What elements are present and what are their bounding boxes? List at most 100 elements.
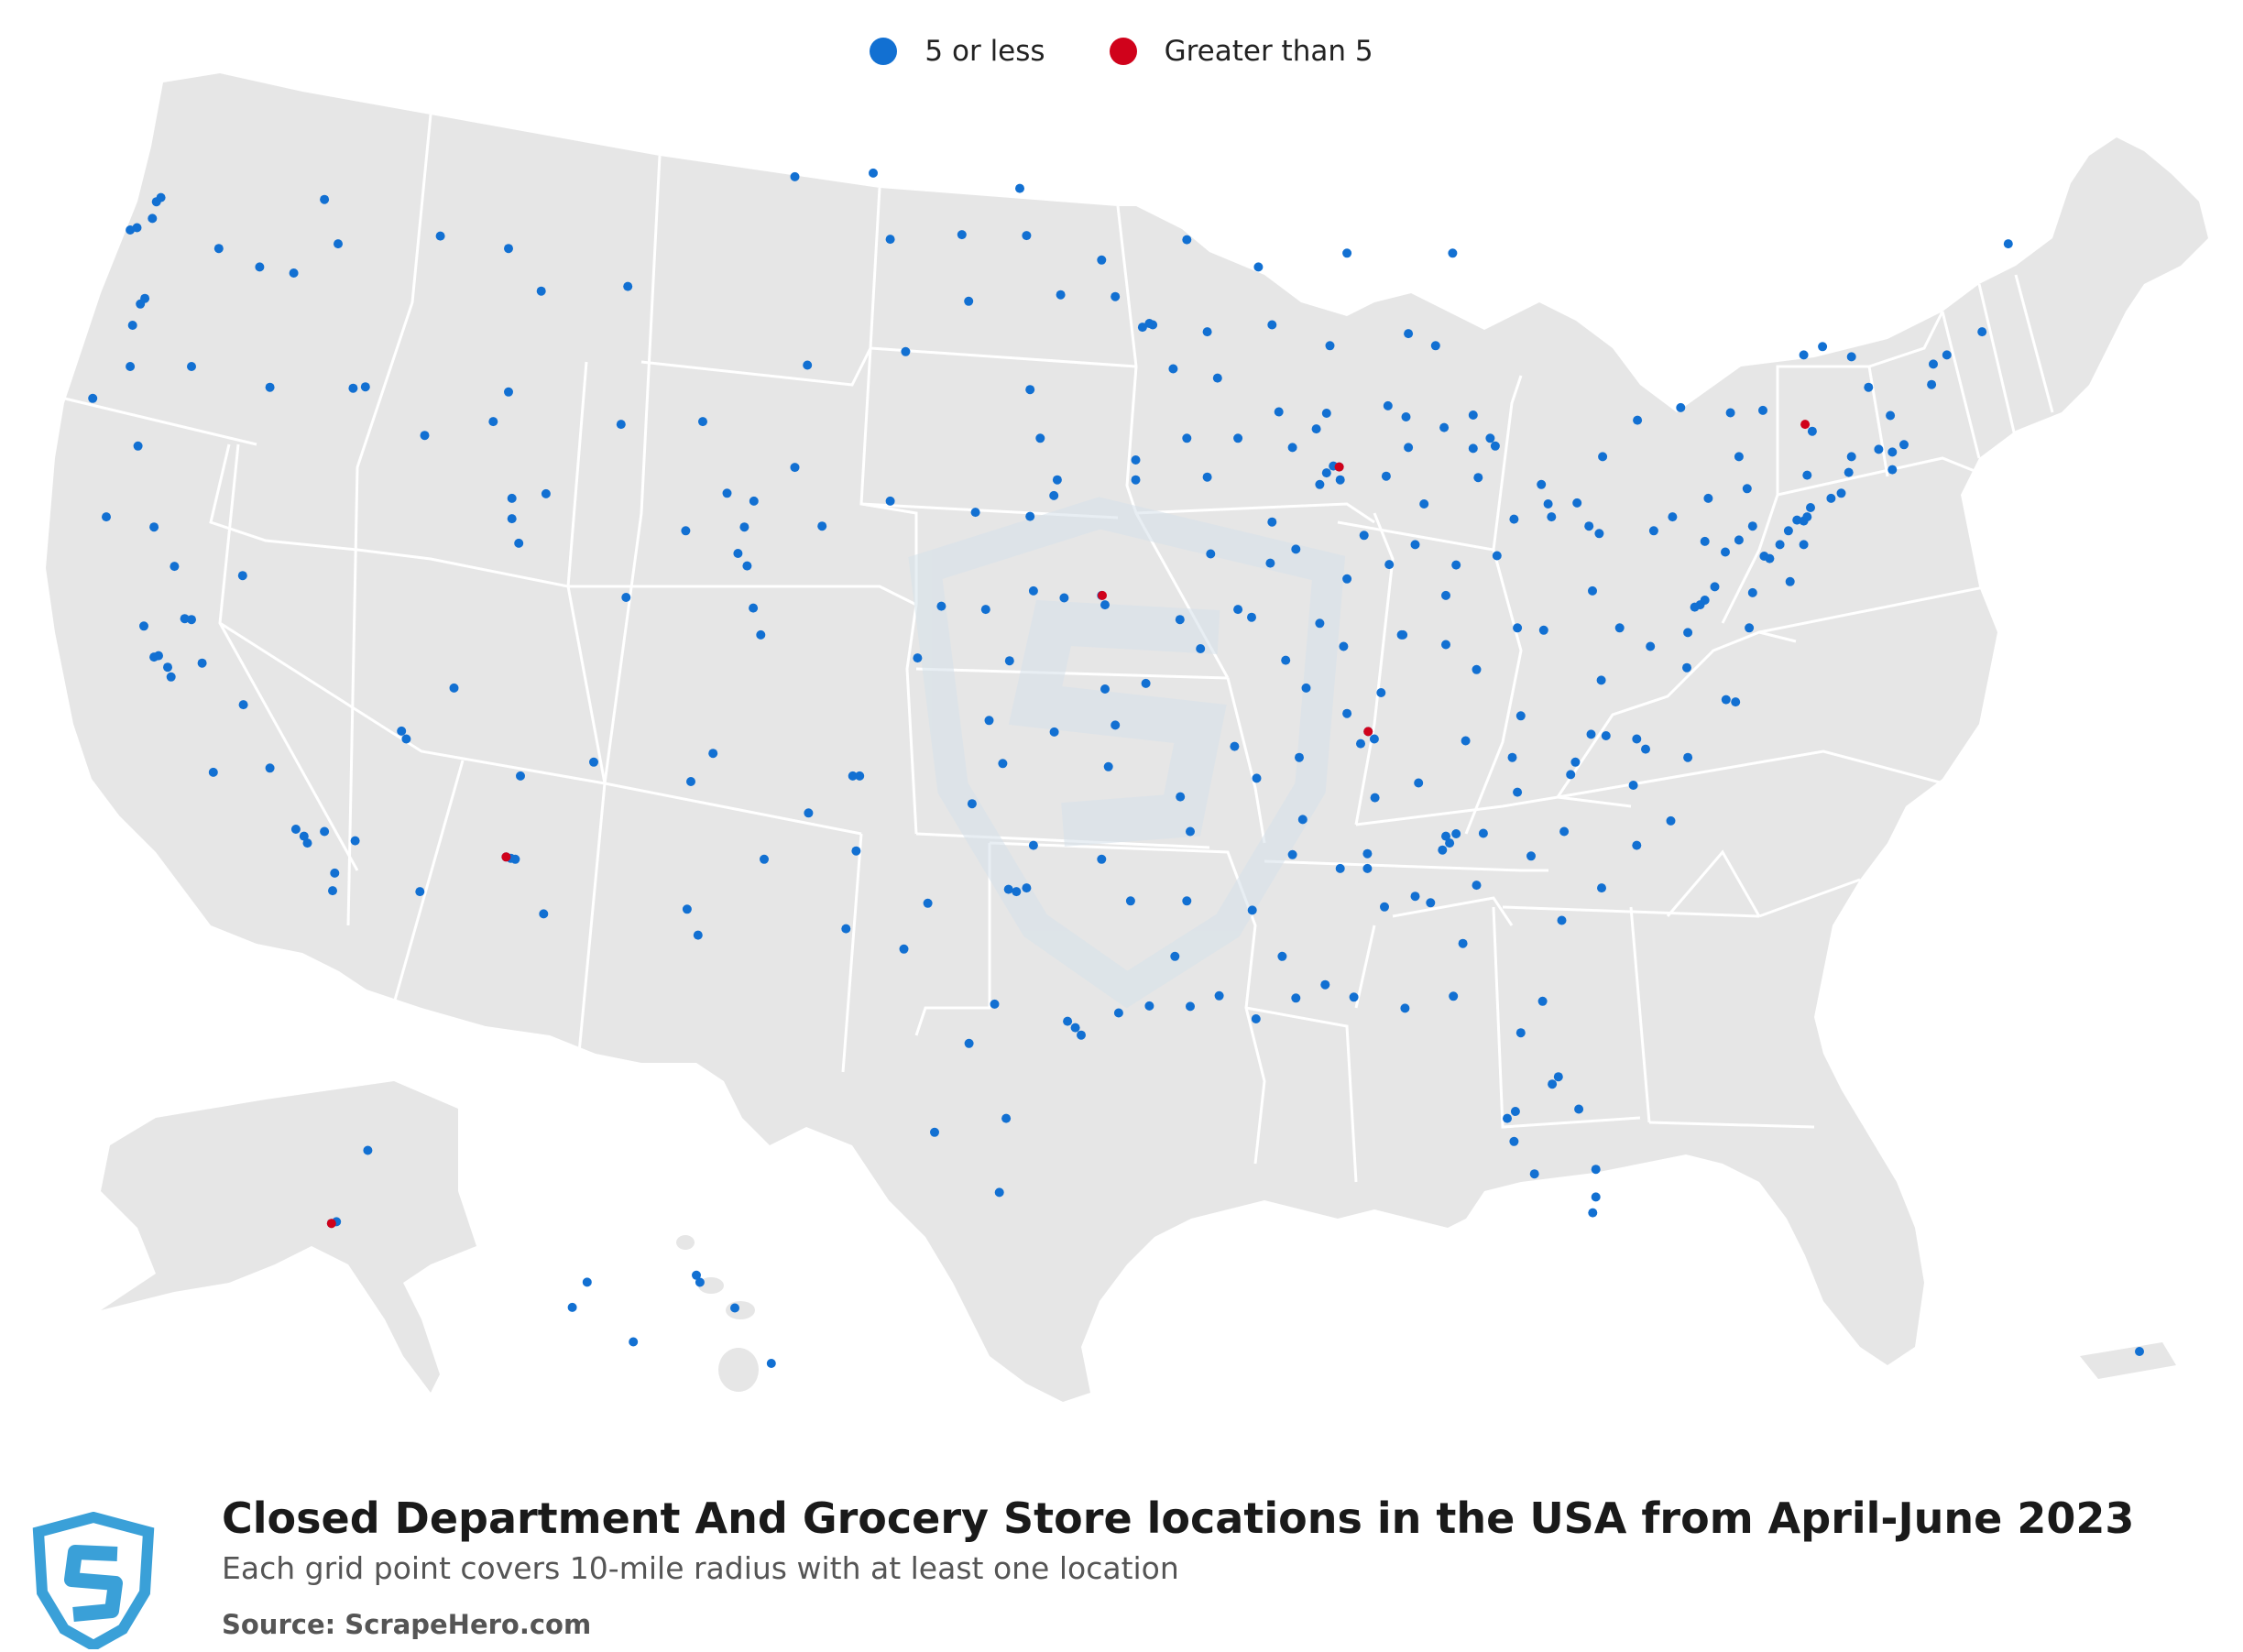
point-5-or-less — [187, 615, 196, 625]
point-5-or-less — [1846, 452, 1856, 462]
point-5-or-less — [1212, 373, 1222, 383]
usa-map — [45, 73, 2208, 1402]
point-5-or-less — [1325, 341, 1335, 351]
point-5-or-less — [1747, 521, 1757, 531]
point-5-or-less — [1734, 452, 1744, 462]
point-5-or-less — [1473, 473, 1483, 483]
point-5-or-less — [1472, 881, 1482, 891]
point-5-or-less — [1049, 727, 1059, 737]
point-5-or-less — [1588, 585, 1597, 596]
point-5-or-less — [1100, 600, 1110, 610]
point-5-or-less — [1230, 741, 1240, 751]
point-5-or-less — [1342, 574, 1352, 584]
point-5-or-less — [1543, 499, 1553, 509]
point-5-or-less — [1864, 382, 1874, 392]
points-greater-than-5 — [326, 420, 1811, 1229]
point-5-or-less — [1557, 915, 1567, 925]
point-5-or-less — [1802, 470, 1812, 480]
source-credit: Source: ScrapeHero.com — [222, 1609, 592, 1640]
point-5-or-less — [804, 808, 814, 818]
point-5-or-less — [1588, 1208, 1598, 1218]
point-5-or-less — [265, 382, 275, 392]
point-5-or-less — [984, 716, 994, 726]
point-5-or-less — [790, 171, 800, 181]
legend-item-greater-than-5: Greater than 5 — [1109, 35, 1373, 68]
point-5-or-less — [1441, 831, 1450, 841]
point-5-or-less — [1141, 678, 1151, 688]
point-5-or-less — [541, 488, 551, 498]
point-5-or-less — [1799, 540, 1809, 550]
point-5-or-less — [1356, 738, 1365, 749]
point-5-or-less — [126, 362, 136, 371]
point-5-or-less — [1682, 662, 1691, 673]
point-5-or-less — [1247, 905, 1257, 915]
point-5-or-less — [851, 846, 861, 856]
point-5-or-less — [803, 360, 813, 370]
point-5-or-less — [1362, 848, 1373, 859]
point-5-or-less — [180, 614, 190, 624]
scrapehero-watermark — [908, 497, 1346, 1009]
point-5-or-less — [363, 1145, 373, 1155]
point-5-or-less — [1441, 590, 1450, 600]
point-5-or-less — [1690, 602, 1700, 612]
point-5-or-less — [1052, 475, 1062, 485]
point-5-or-less — [1700, 536, 1710, 546]
point-5-or-less — [1676, 402, 1686, 412]
point-5-or-less — [1170, 951, 1180, 961]
point-5-or-less — [742, 561, 752, 571]
point-5-or-less — [1977, 327, 1987, 337]
point-5-or-less — [1297, 815, 1308, 825]
point-5-or-less — [1802, 512, 1812, 522]
point-5-or-less — [1515, 1028, 1526, 1038]
point-5-or-less — [1291, 993, 1301, 1003]
point-5-or-less — [739, 522, 749, 532]
point-5-or-less — [1683, 628, 1693, 638]
point-5-or-less — [1384, 560, 1395, 570]
point-5-or-less — [1725, 408, 1735, 418]
point-5-or-less — [1196, 644, 1206, 653]
point-5-or-less — [1537, 996, 1548, 1006]
point-5-or-less — [1758, 405, 1767, 415]
point-5-or-less — [629, 1337, 639, 1347]
point-5-or-less — [1745, 623, 1755, 633]
point-5-or-less — [1826, 493, 1836, 503]
point-5-or-less — [1291, 544, 1301, 554]
point-greater-than-5 — [501, 852, 511, 862]
point-5-or-less — [320, 826, 330, 837]
point-5-or-less — [1335, 475, 1345, 485]
point-5-or-less — [682, 904, 692, 914]
point-5-or-less — [1874, 444, 1884, 454]
point-5-or-less — [1410, 892, 1420, 902]
point-5-or-less — [1846, 352, 1856, 362]
point-5-or-less — [1100, 684, 1110, 694]
point-5-or-less — [998, 759, 1008, 769]
point-5-or-less — [1035, 433, 1045, 443]
point-5-or-less — [1111, 720, 1121, 730]
point-5-or-less — [1449, 991, 1459, 1001]
puerto-rico-landmass — [2080, 1342, 2176, 1379]
legend: 5 or less Greater than 5 — [0, 35, 2243, 68]
point-5-or-less — [1131, 475, 1141, 485]
point-5-or-less — [1001, 1113, 1012, 1123]
point-5-or-less — [238, 700, 248, 710]
point-5-or-less — [1349, 992, 1359, 1002]
point-5-or-less — [1025, 385, 1035, 395]
point-5-or-less — [1458, 938, 1468, 948]
point-5-or-less — [1566, 770, 1576, 780]
point-5-or-less — [1012, 887, 1022, 897]
point-5-or-less — [1253, 262, 1264, 272]
point-5-or-less — [1548, 1079, 1558, 1089]
footer: Closed Department And Grocery Store loca… — [0, 1466, 2243, 1652]
point-5-or-less — [1509, 514, 1519, 524]
point-5-or-less — [1267, 517, 1277, 527]
point-5-or-less — [1594, 529, 1604, 539]
point-5-or-less — [334, 239, 343, 249]
point-5-or-less — [1441, 640, 1450, 650]
legend-item-5-or-less: 5 or less — [870, 35, 1045, 68]
point-5-or-less — [255, 262, 265, 272]
hawaii-island-maui — [726, 1301, 755, 1319]
point-5-or-less — [1490, 441, 1500, 451]
point-5-or-less — [980, 605, 990, 615]
point-5-or-less — [695, 1277, 705, 1287]
point-5-or-less — [1404, 443, 1414, 453]
